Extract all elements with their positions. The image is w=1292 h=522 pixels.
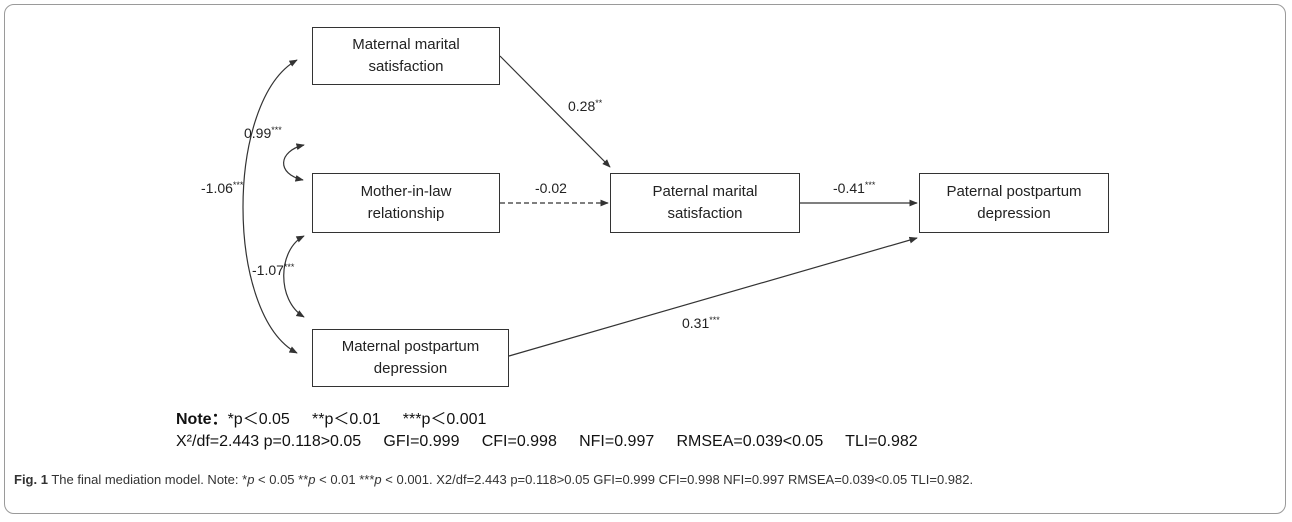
note-sig-levels: *p＜0.05 **p＜0.01 ***p＜0.001 <box>227 411 487 428</box>
note-significance-line: Note：*p＜0.05 **p＜0.01 ***p＜0.001 <box>176 405 918 429</box>
coef-mpd-ppd: 0.31*** <box>682 315 720 331</box>
node-text: Paternal marital <box>652 183 758 200</box>
node-text: satisfaction <box>667 205 743 222</box>
figure-caption: Fig. 1 The final mediation model. Note: … <box>14 472 974 487</box>
node-text: Paternal postpartum <box>946 183 1082 200</box>
coef-pms-ppd: -0.41*** <box>833 180 876 196</box>
node-paternal-postpartum-depression: Paternal postpartum depression <box>919 173 1109 233</box>
diagram-lines <box>242 55 918 357</box>
node-mother-in-law-relationship: Mother-in-law relationship <box>312 173 500 233</box>
caption-fig-label: Fig. 1 <box>14 472 48 487</box>
path-arrow-mms-pms <box>499 55 611 168</box>
figure-frame <box>4 4 1286 514</box>
node-text: depression <box>977 205 1051 222</box>
note-label: Note： <box>176 411 228 428</box>
node-text: satisfaction <box>368 58 444 75</box>
node-text: Mother-in-law <box>360 183 452 200</box>
node-maternal-marital-satisfaction: Maternal marital satisfaction <box>312 27 500 85</box>
node-text: relationship <box>367 205 445 222</box>
cov-arc-mms-mpd <box>242 59 298 354</box>
coef-mms-pms: 0.28** <box>568 98 603 114</box>
path-arrow-mpd-ppd <box>508 236 918 357</box>
caption-text: The final mediation model. Note: <box>51 472 243 487</box>
node-text: Maternal postpartum <box>341 338 480 355</box>
coef-cov-mms-mpd: -1.06*** <box>201 180 244 196</box>
note-fit-indices: X²/df=2.443 p=0.118>0.05 GFI=0.999 CFI=0… <box>176 433 918 450</box>
path-diagram: Maternal marital satisfaction Mother-in-l… <box>201 27 1109 387</box>
coef-cov-mil-mpd: -1.07*** <box>252 262 295 278</box>
node-text: Maternal marital <box>352 36 460 53</box>
node-maternal-postpartum-depression: Maternal postpartum depression <box>312 329 509 387</box>
node-text: depression <box>373 360 448 377</box>
coef-cov-mms-mil: 0.99*** <box>244 125 282 141</box>
coef-mil-pms: -0.02 <box>535 180 567 196</box>
node-paternal-marital-satisfaction: Paternal marital satisfaction <box>610 173 800 233</box>
fit-note: Note：*p＜0.05 **p＜0.01 ***p＜0.001 X²/df=2… <box>176 405 918 451</box>
cov-arc-mms-mil <box>283 143 305 182</box>
